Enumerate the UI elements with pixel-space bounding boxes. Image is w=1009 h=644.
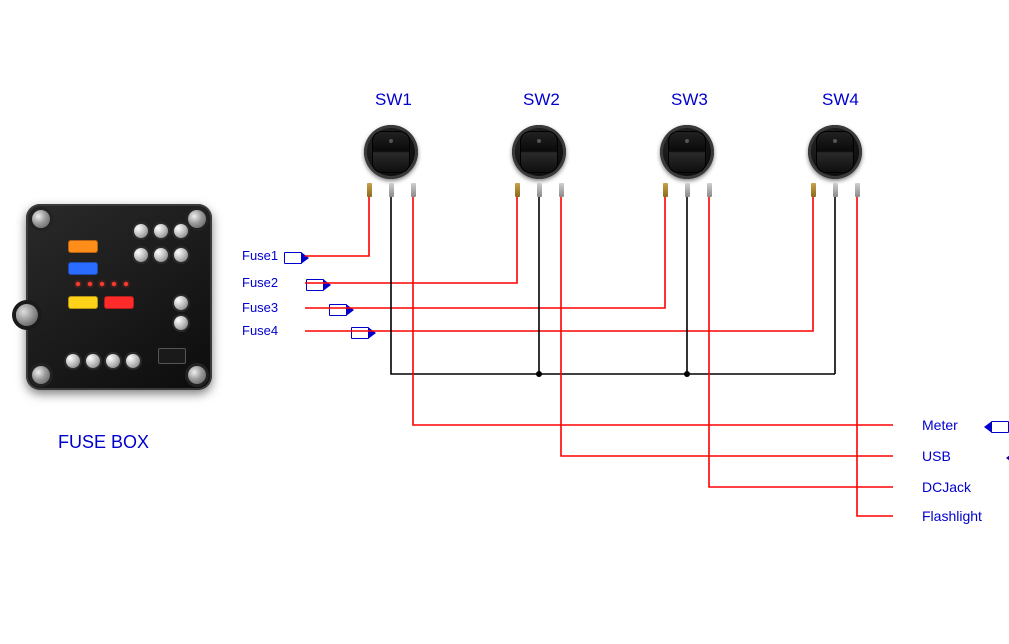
switch-sw4 <box>794 125 876 201</box>
fuse-yellow <box>68 296 98 309</box>
common-ground-wires <box>391 197 835 374</box>
fuse3-port-icon <box>329 304 347 316</box>
fuse-orange <box>68 240 98 253</box>
fuse4-label: Fuse4 <box>242 323 278 338</box>
fuse1-port-icon <box>284 252 302 264</box>
usb-label: USB <box>922 448 951 464</box>
fuse-blue <box>68 262 98 275</box>
sw2-label: SW2 <box>523 90 560 110</box>
fuse3-label: Fuse3 <box>242 300 278 315</box>
flashlight-label: Flashlight <box>922 508 982 524</box>
switch-sw3 <box>646 125 728 201</box>
fuse-box-title: FUSE BOX <box>58 432 149 453</box>
fuse-to-pin1-wires <box>305 197 813 331</box>
sw4-label: SW4 <box>822 90 859 110</box>
fuse2-label: Fuse2 <box>242 275 278 290</box>
fuse1-label: Fuse1 <box>242 248 278 263</box>
meter-port-icon <box>991 421 1009 433</box>
fuse4-port-icon <box>351 327 369 339</box>
sw3-label: SW3 <box>671 90 708 110</box>
fuse-red <box>104 296 134 309</box>
switch-sw2 <box>498 125 580 201</box>
switch-sw1 <box>350 125 432 201</box>
dcjack-label: DCJack <box>922 479 971 495</box>
meter-label: Meter <box>922 417 958 433</box>
diagram-canvas: FUSE BOX Fuse1 Fuse2 Fuse3 Fuse4 SW1 SW2… <box>0 0 1009 644</box>
fuse-box <box>26 204 212 390</box>
sw1-label: SW1 <box>375 90 412 110</box>
pin3-to-output-wires <box>413 197 893 516</box>
fuse2-port-icon <box>306 279 324 291</box>
usb-port-icon <box>158 348 186 364</box>
